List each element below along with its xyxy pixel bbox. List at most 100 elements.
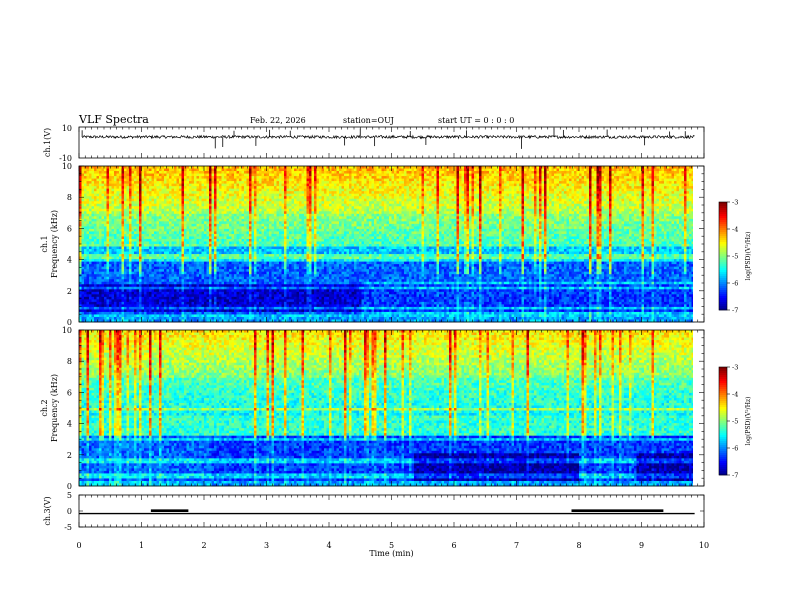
- spectrogram-cell: [169, 168, 172, 172]
- spectrogram-cell: [166, 276, 170, 280]
- spectrogram-cell: [206, 256, 210, 260]
- spectrogram-cell: [171, 254, 175, 257]
- spectrogram-cell: [241, 291, 245, 295]
- spectrogram-cell: [194, 316, 197, 320]
- spectrogram-cell: [189, 296, 192, 300]
- spectrogram-cell: [219, 233, 222, 237]
- spectrogram-cell: [261, 316, 265, 320]
- spectrogram-cell: [261, 296, 265, 300]
- spectrogram-cell: [201, 226, 205, 230]
- spectrogram-cell: [214, 266, 217, 270]
- spectrogram-cell: [174, 284, 177, 288]
- spectrogram-cell: [101, 291, 105, 295]
- spectrogram-cell: [151, 203, 155, 207]
- spectrogram-cell: [91, 236, 95, 240]
- spectrogram-cell: [169, 291, 172, 295]
- spectrogram-cell: [119, 299, 122, 303]
- spectrogram-cell: [251, 271, 255, 275]
- spectrogram-cell: [94, 166, 97, 169]
- spectrogram-cell: [84, 206, 87, 210]
- spectrogram-cell: [244, 296, 247, 300]
- spectrogram-cell: [104, 216, 107, 220]
- spectrogram-cell: [124, 261, 127, 265]
- spectrogram-cell: [81, 193, 85, 197]
- spectrogram-cell: [149, 231, 152, 235]
- spectrogram-cell: [119, 188, 122, 192]
- spectrogram-cell: [114, 289, 117, 293]
- spectrogram-cell: [234, 291, 237, 295]
- spectrogram-cell: [204, 254, 207, 257]
- spectrogram-cell: [104, 281, 107, 285]
- spectrogram-cell: [141, 286, 145, 290]
- spectrogram-cell: [129, 244, 132, 247]
- spectrogram-cell: [251, 244, 255, 247]
- spectrogram-cell: [171, 181, 175, 185]
- spectrogram-cell: [259, 286, 262, 290]
- spectrogram-cell: [241, 183, 245, 187]
- spectrogram-cell: [184, 223, 187, 227]
- spectrogram-cell: [81, 286, 85, 290]
- spectrogram-cell: [109, 284, 112, 288]
- spectrogram-cell: [216, 296, 220, 300]
- spectrogram-cell: [79, 314, 82, 318]
- spectrogram-cell: [211, 221, 215, 225]
- spectrogram-cell: [126, 213, 130, 217]
- spectrogram-cell: [246, 289, 250, 293]
- spectrogram-cell: [249, 211, 252, 215]
- spectrogram-cell: [194, 173, 197, 177]
- spectrogram-cell: [119, 304, 122, 308]
- spectrogram-cell: [174, 264, 177, 268]
- spectrogram-cell: [109, 201, 112, 205]
- spectrogram-cell: [254, 286, 257, 290]
- spectrogram-cell: [116, 264, 120, 268]
- spectrogram-cell: [179, 238, 182, 242]
- spectrogram-cell: [199, 206, 202, 210]
- spectrogram-cell: [121, 254, 125, 257]
- spectrogram-cell: [106, 178, 110, 182]
- spectrogram-cell: [191, 208, 195, 212]
- spectrogram-cell: [89, 306, 92, 310]
- spectrogram-cell: [196, 311, 200, 315]
- spectrogram-cell: [81, 206, 85, 210]
- spectrogram-cell: [164, 271, 167, 275]
- spectrogram-cell: [109, 228, 112, 232]
- spectrogram-cell: [134, 183, 137, 187]
- spectrogram-cell: [204, 228, 207, 232]
- spectrogram-cell: [131, 228, 135, 232]
- spectrogram-cell: [264, 301, 267, 305]
- spectrogram-cell: [181, 178, 185, 182]
- spectrogram-cell: [259, 304, 262, 308]
- spectrogram-cell: [134, 276, 137, 280]
- spectrogram-cell: [111, 284, 115, 288]
- spectrogram-cell: [91, 171, 95, 174]
- spectrogram-cell: [249, 299, 252, 303]
- spectrogram-cell: [156, 188, 160, 192]
- spectrogram-cell: [194, 259, 197, 263]
- spectrogram-cell: [116, 249, 120, 252]
- spectrogram-cell: [246, 173, 250, 177]
- spectrogram-cell: [109, 231, 112, 235]
- spectrogram-cell: [236, 183, 240, 187]
- spectrogram-cell: [206, 203, 210, 207]
- spectrogram-cell: [124, 274, 127, 278]
- spectrogram-cell: [246, 238, 250, 242]
- spectrogram-cell: [139, 301, 142, 305]
- spectrogram-cell: [179, 264, 182, 268]
- spectrogram-cell: [219, 279, 222, 283]
- spectrogram-cell: [199, 238, 202, 242]
- spectrogram-cell: [241, 241, 245, 245]
- spectrogram-cell: [154, 316, 157, 320]
- spectrogram-cell: [209, 284, 212, 288]
- spectrogram-cell: [191, 276, 195, 280]
- spectrogram-cell: [96, 218, 100, 222]
- spectrogram-cell: [126, 193, 130, 197]
- spectrogram-cell: [174, 183, 177, 187]
- spectrogram-cell: [116, 241, 120, 245]
- spectrogram-cell: [204, 183, 207, 187]
- spectrogram-cell: [179, 256, 182, 260]
- spectrogram-cell: [166, 208, 170, 212]
- spectrogram-cell: [129, 301, 132, 305]
- spectrogram-cell: [146, 211, 150, 215]
- spectrogram-cell: [199, 296, 202, 300]
- spectrogram-cell: [109, 294, 112, 298]
